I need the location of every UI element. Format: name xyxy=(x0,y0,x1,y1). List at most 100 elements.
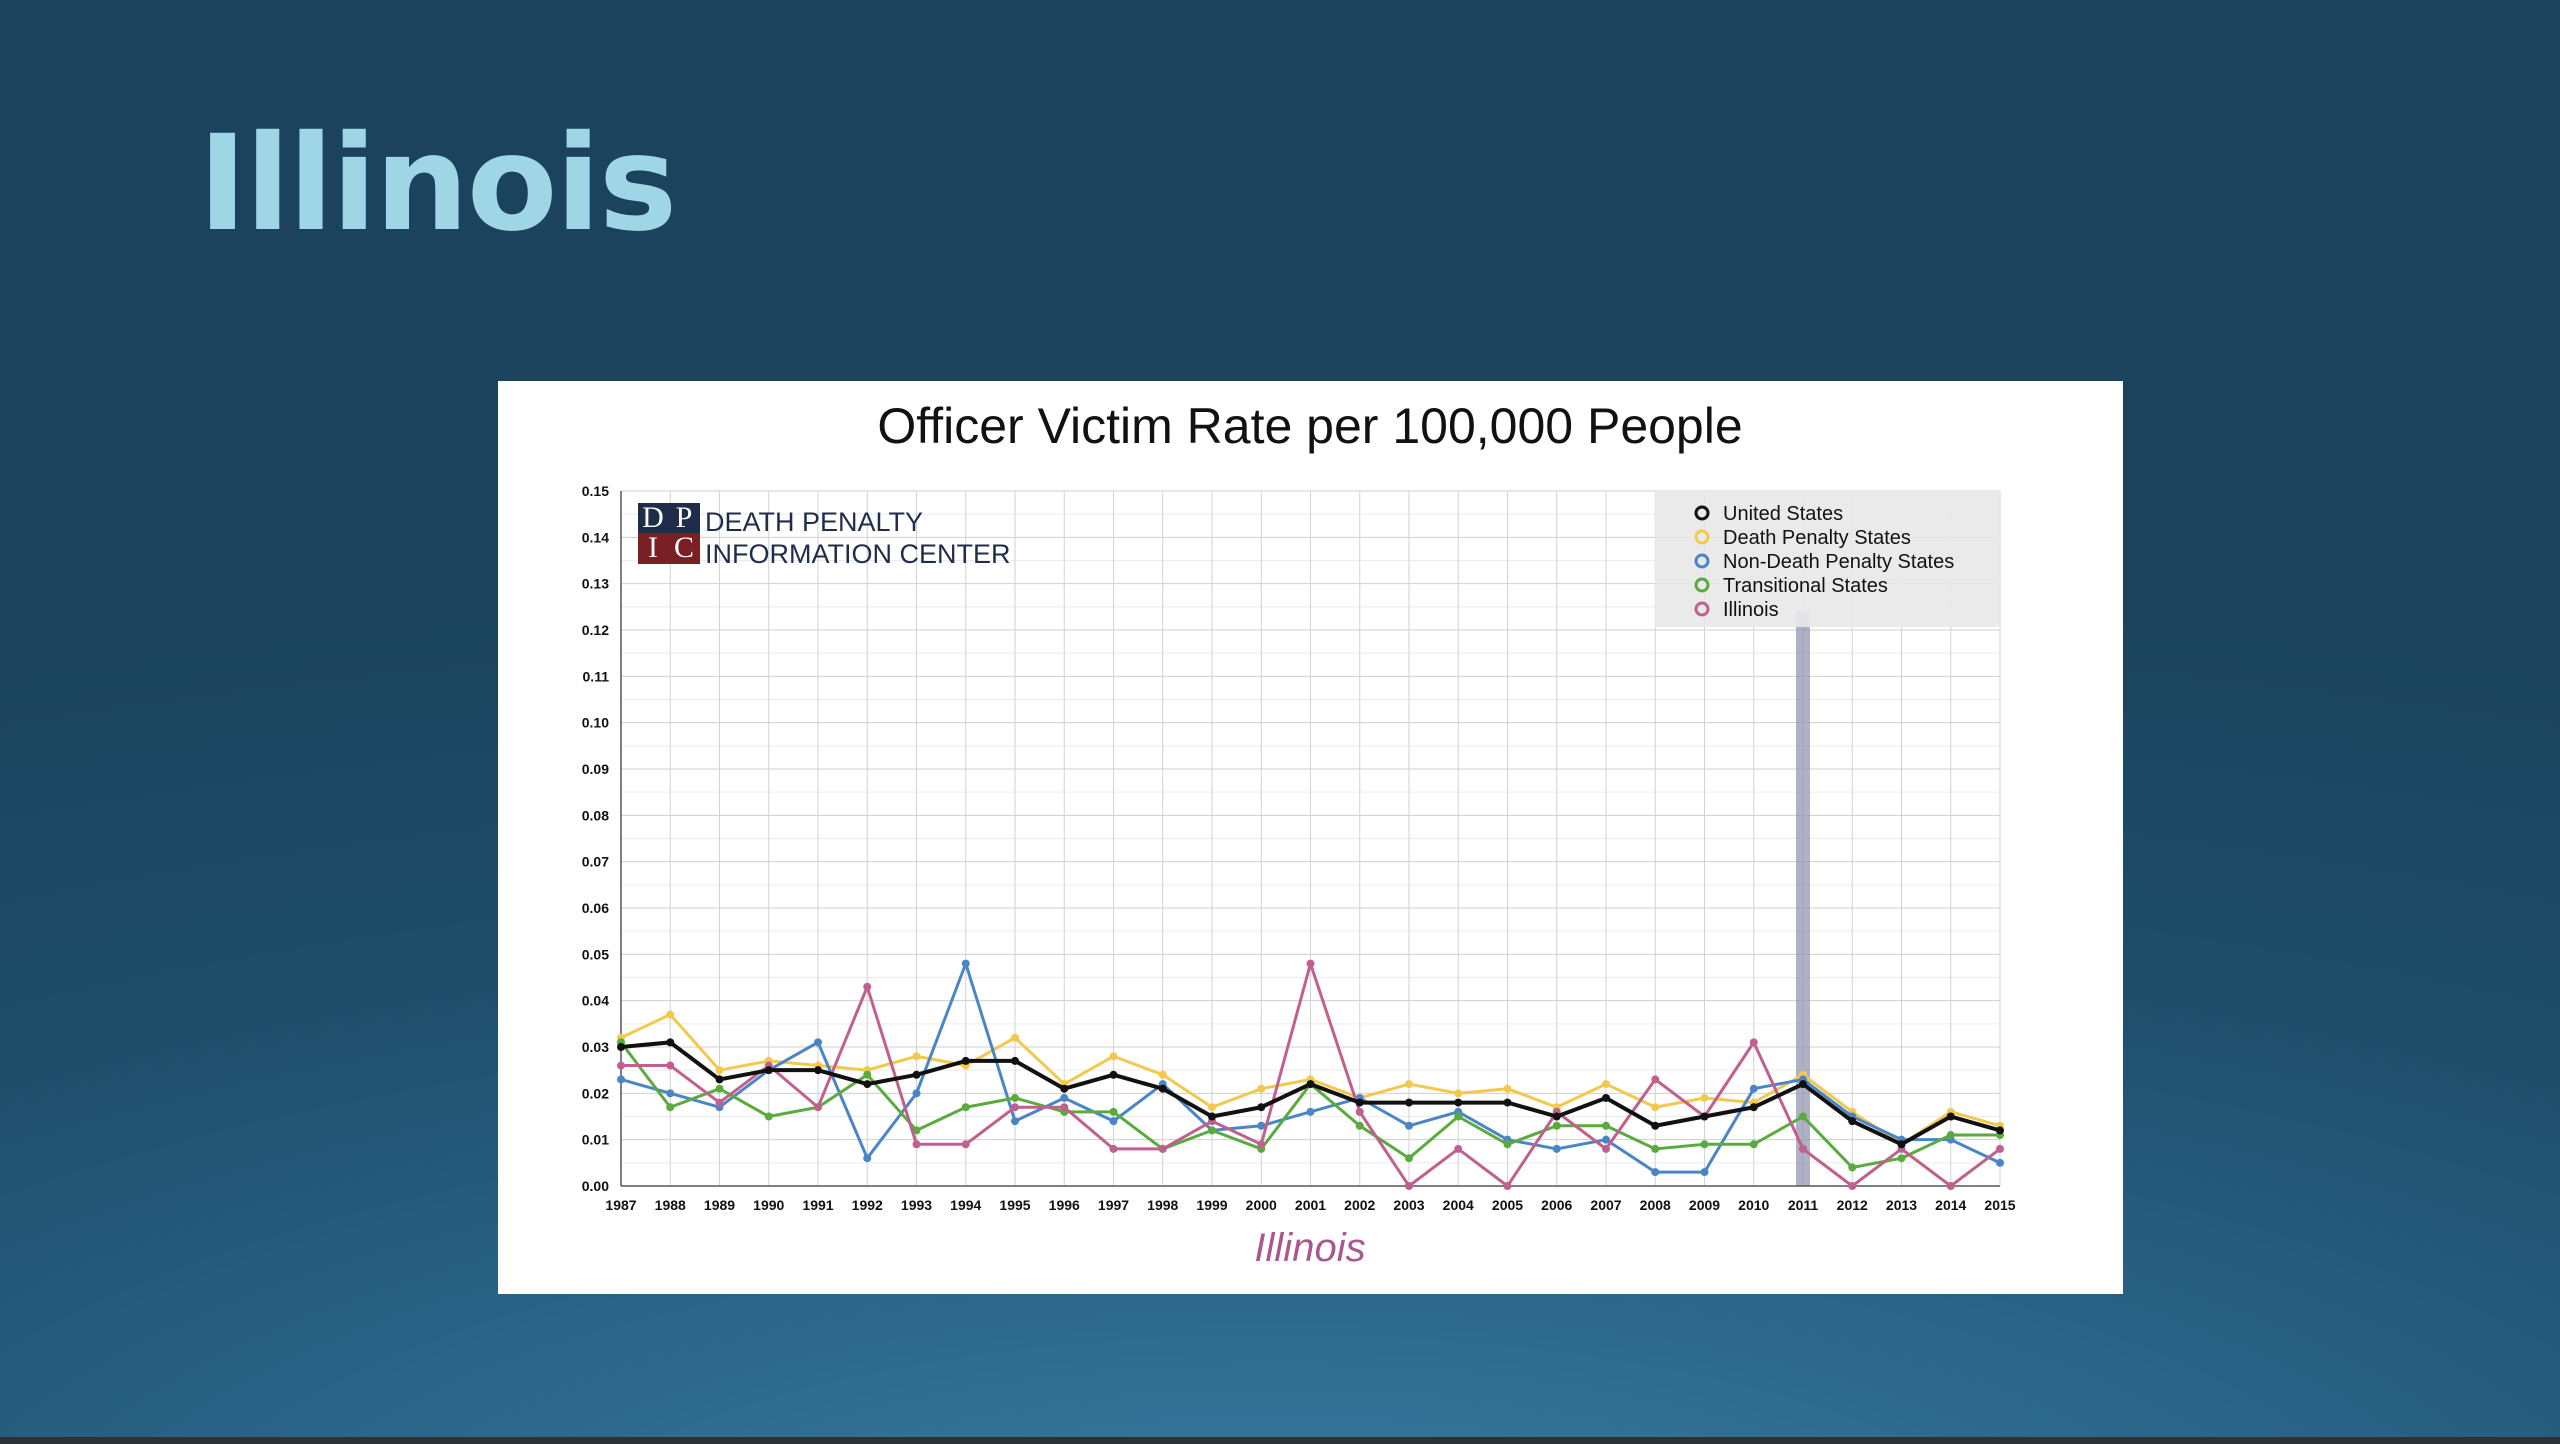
x-tick-label: 2003 xyxy=(1393,1197,1424,1213)
y-tick-label: 0.04 xyxy=(582,993,609,1009)
data-point-non-death-penalty-states xyxy=(1602,1135,1610,1144)
x-tick-label: 1992 xyxy=(852,1197,883,1213)
y-tick-label: 0.07 xyxy=(582,854,609,870)
legend-marker-illinois xyxy=(1694,601,1710,617)
data-point-transitional-states xyxy=(961,1103,970,1112)
highlight-band-2011 xyxy=(1796,611,1810,1186)
data-point-transitional-states xyxy=(912,1126,921,1135)
legend-label-transitional-states: Transitional States xyxy=(1723,575,1888,597)
axes: 0.00 0.01 0.02 0.03 0.04 0.05 0.06 0.07 0.08 0.09… xyxy=(582,483,2016,1213)
data-point-non-death-penalty-states xyxy=(617,1075,625,1084)
data-point-united-states xyxy=(1602,1093,1610,1102)
data-point-transitional-states xyxy=(1897,1154,1906,1163)
dpic-logo: D P I C DEATH PENALTY INFORMATION CENTER xyxy=(638,501,1011,569)
data-point-illinois xyxy=(1454,1144,1463,1153)
x-axis-label: Illinois xyxy=(1254,1226,1365,1270)
legend-label-united-states: United States xyxy=(1723,503,1843,525)
data-point-transitional-states xyxy=(1946,1131,1955,1140)
data-point-illinois xyxy=(617,1061,625,1070)
data-point-united-states xyxy=(715,1075,724,1084)
logo-letter-c: C xyxy=(674,531,694,564)
legend-marker-non-death-penalty-states xyxy=(1694,553,1710,569)
data-point-united-states xyxy=(1848,1117,1857,1126)
data-point-death-penalty-states xyxy=(1208,1103,1216,1112)
logo-line-1: DEATH PENALTY xyxy=(705,507,923,537)
data-point-illinois xyxy=(912,1140,921,1149)
data-point-united-states xyxy=(1355,1098,1364,1107)
data-point-non-death-penalty-states xyxy=(1700,1168,1709,1177)
data-point-illinois xyxy=(1257,1140,1266,1149)
data-point-illinois xyxy=(961,1140,970,1149)
x-tick-label: 1989 xyxy=(704,1197,735,1213)
data-point-non-death-penalty-states xyxy=(912,1089,921,1098)
data-point-death-penalty-states xyxy=(1158,1070,1167,1079)
data-point-illinois xyxy=(1799,1144,1807,1153)
data-point-united-states xyxy=(1700,1112,1709,1121)
bottom-strip xyxy=(0,1437,2560,1444)
data-point-illinois xyxy=(1602,1144,1610,1153)
data-point-illinois xyxy=(863,982,872,991)
data-point-transitional-states xyxy=(1208,1126,1216,1135)
series-united-states xyxy=(617,1038,2004,1149)
chart-title: Officer Victim Rate per 100,000 People xyxy=(877,398,1742,454)
data-point-united-states xyxy=(1257,1103,1266,1112)
x-tick-label: 1994 xyxy=(950,1197,981,1213)
data-point-united-states xyxy=(1503,1098,1512,1107)
data-point-united-states xyxy=(1208,1112,1216,1121)
x-tick-label: 2008 xyxy=(1640,1197,1671,1213)
data-point-united-states xyxy=(764,1066,773,1075)
y-tick-label: 0.05 xyxy=(582,946,609,962)
data-point-non-death-penalty-states xyxy=(814,1038,822,1047)
x-tick-label: 2005 xyxy=(1492,1197,1523,1213)
x-tick-label: 2013 xyxy=(1886,1197,1917,1213)
x-tick-label: 2011 xyxy=(1788,1197,1819,1213)
data-point-transitional-states xyxy=(666,1103,675,1112)
data-point-illinois xyxy=(1060,1103,1069,1112)
data-point-non-death-penalty-states xyxy=(863,1154,872,1163)
data-point-united-states xyxy=(1011,1056,1019,1065)
data-point-transitional-states xyxy=(1651,1144,1660,1153)
data-point-united-states xyxy=(1799,1080,1807,1089)
data-point-death-penalty-states xyxy=(1109,1052,1118,1061)
data-point-transitional-states xyxy=(1602,1121,1610,1130)
data-point-transitional-states xyxy=(1552,1121,1561,1130)
data-point-united-states xyxy=(666,1038,675,1047)
data-point-illinois xyxy=(1503,1182,1512,1190)
legend-box xyxy=(1655,491,2000,627)
data-point-illinois xyxy=(1651,1075,1660,1084)
x-tick-label: 1997 xyxy=(1098,1197,1129,1213)
y-tick-label: 0.03 xyxy=(582,1039,609,1055)
data-point-illinois xyxy=(666,1061,675,1070)
chart: Officer Victim Rate per 100,000 People 0… xyxy=(582,398,2016,1270)
x-tick-label: 2001 xyxy=(1295,1197,1326,1213)
logo-letter-p: P xyxy=(676,501,693,534)
data-point-death-penalty-states xyxy=(1651,1103,1660,1112)
data-point-united-states xyxy=(1996,1126,2004,1135)
data-point-united-states xyxy=(1946,1112,1955,1121)
data-point-non-death-penalty-states xyxy=(1996,1158,2004,1167)
data-point-united-states xyxy=(961,1056,970,1065)
data-point-transitional-states xyxy=(863,1070,872,1079)
x-tick-label: 1999 xyxy=(1196,1197,1227,1213)
data-point-transitional-states xyxy=(1503,1140,1512,1149)
data-point-united-states xyxy=(912,1070,921,1079)
data-point-united-states xyxy=(1306,1080,1315,1089)
data-point-transitional-states xyxy=(1454,1112,1463,1121)
data-point-transitional-states xyxy=(1011,1093,1019,1102)
y-tick-label: 0.15 xyxy=(582,483,609,499)
x-tick-label: 1990 xyxy=(753,1197,784,1213)
x-tick-label: 1991 xyxy=(802,1197,833,1213)
data-point-illinois xyxy=(814,1103,822,1112)
data-point-united-states xyxy=(1405,1098,1413,1107)
legend-marker-united-states xyxy=(1694,505,1710,521)
data-point-transitional-states xyxy=(1405,1154,1413,1163)
data-point-death-penalty-states xyxy=(715,1066,724,1075)
data-point-death-penalty-states xyxy=(1602,1080,1610,1089)
data-point-united-states xyxy=(1158,1084,1167,1093)
data-point-united-states xyxy=(617,1043,625,1051)
data-point-non-death-penalty-states xyxy=(1749,1084,1758,1093)
chart-card: Officer Victim Rate per 100,000 People 0… xyxy=(498,381,2123,1294)
data-point-transitional-states xyxy=(1799,1112,1807,1121)
x-tick-label: 1988 xyxy=(655,1197,686,1213)
data-point-non-death-penalty-states xyxy=(1060,1093,1069,1102)
